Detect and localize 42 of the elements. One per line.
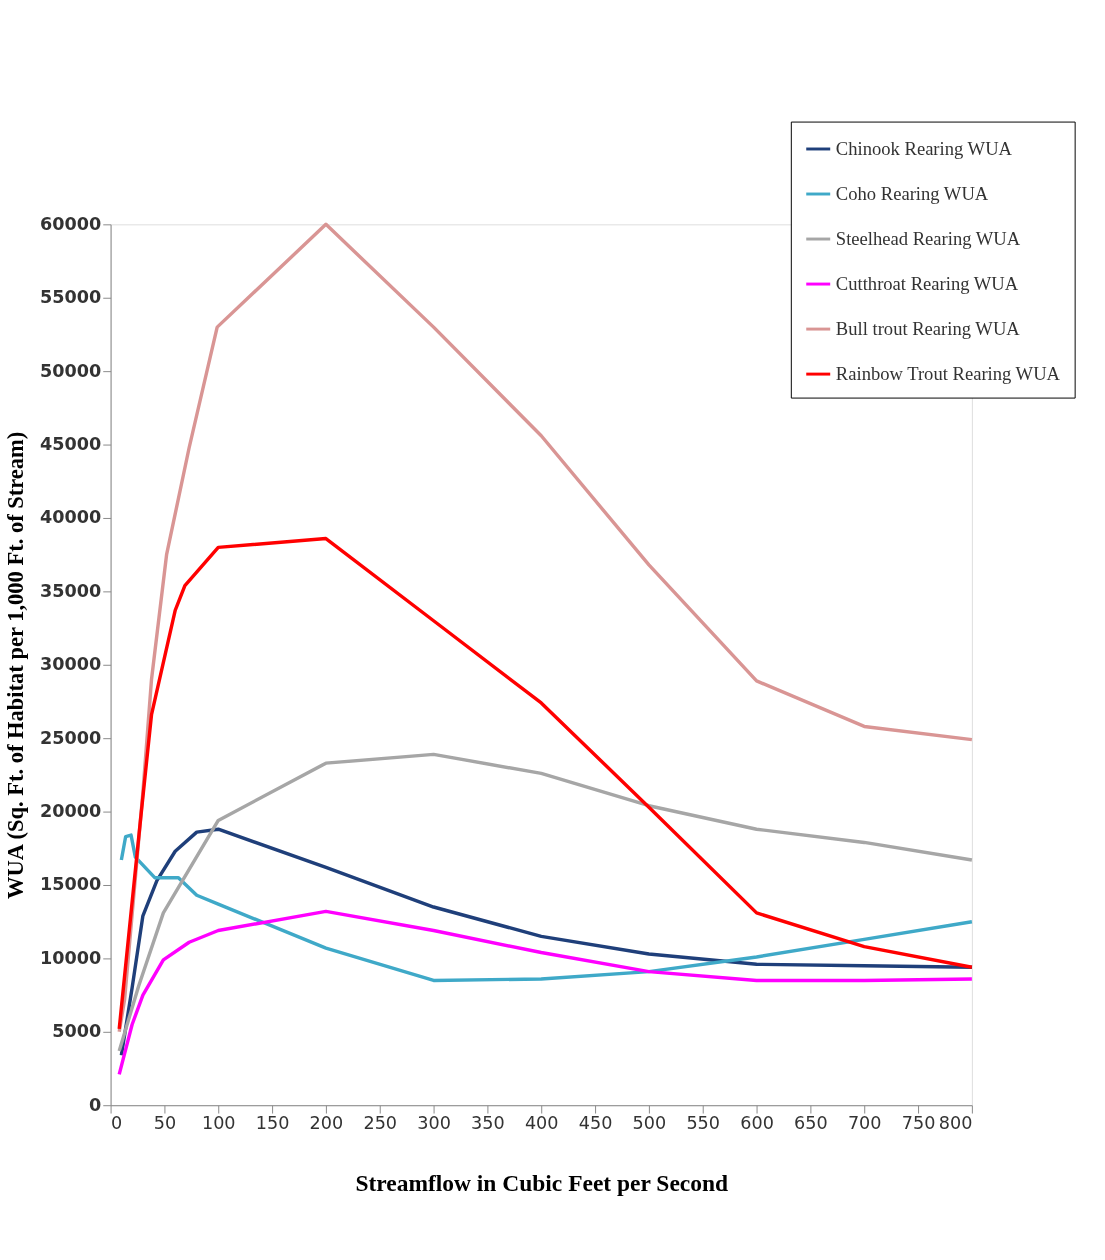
x-tick-label: 600 [740,1113,774,1134]
x-tick-label: 250 [363,1113,398,1134]
line-series [117,536,974,1031]
x-tick-label: 350 [471,1113,505,1134]
x-tick-label: 50 [153,1113,177,1134]
legend-label: Cutthroat Rearing WUA [835,272,1019,294]
x-tick-label: 150 [255,1113,290,1134]
y-tick-label: 25000 [40,727,102,748]
y-tick-label: 5000 [52,1021,102,1042]
x-tick-label: 800 [938,1113,973,1134]
y-tick-label: 0 [89,1094,102,1115]
y-tick-label: 40000 [40,507,102,528]
y-tick-label: 10000 [40,947,102,968]
legend-label: Rainbow Trout Rearing WUA [835,362,1061,384]
x-tick-label: 700 [847,1113,882,1134]
y-tick-label: 30000 [40,654,102,675]
x-tick-label: 550 [686,1113,721,1134]
x-tick-label: 650 [794,1113,828,1134]
y-tick-label: 35000 [40,580,102,601]
y-tick-label: 55000 [40,287,102,308]
x-tick-label: 0 [111,1113,123,1134]
y-tick-label: 45000 [40,433,102,454]
line-series [119,833,974,983]
x-tick-label: 500 [632,1113,667,1134]
x-axis-title: Streamflow in Cubic Feet per Second [355,1169,729,1196]
y-axis-title: WUA (Sq. Ft. of Habitat per 1,000 Ft. of Stream) [3,431,29,899]
x-tick-label: 100 [201,1113,236,1134]
legend-label: Bull trout Rearing WUA [835,317,1021,339]
legend-label: Coho Rearing WUA [835,182,989,204]
line-series [117,752,974,1053]
y-tick-label: 50000 [40,360,102,381]
legend-label: Steelhead Rearing WUA [835,227,1021,249]
x-tick-label: 300 [417,1113,451,1134]
x-tick-label: 200 [309,1113,344,1134]
y-tick-label: 15000 [40,874,102,895]
x-tick-label: 400 [524,1113,559,1134]
y-tick-label: 20000 [40,800,102,821]
line-series [117,909,974,1077]
y-tick-label: 60000 [40,213,102,234]
x-tick-label: 750 [901,1113,936,1134]
x-tick-label: 450 [578,1113,613,1134]
legend-label: Chinook Rearing WUA [835,137,1013,159]
